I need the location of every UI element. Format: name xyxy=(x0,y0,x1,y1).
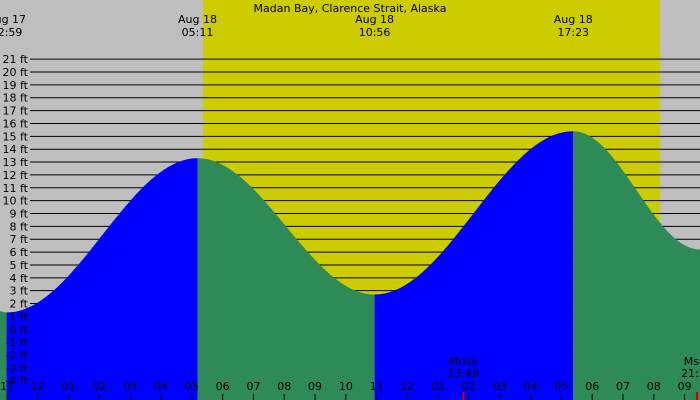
moon-event: Mset xyxy=(684,355,700,368)
y-tick-label: 8 ft xyxy=(10,220,29,233)
x-tick-label: 04 xyxy=(524,380,538,393)
y-tick-label: 2 ft xyxy=(10,298,29,311)
x-tick-label: 04 xyxy=(154,380,168,393)
extreme-time: 10:56 xyxy=(359,26,391,39)
y-tick-label: -1 ft xyxy=(6,336,29,349)
falling-tide xyxy=(0,311,7,400)
x-tick-label: 12 xyxy=(31,380,45,393)
y-tick-label: -4 ft xyxy=(6,375,29,388)
extreme-date: Aug 17 xyxy=(0,13,26,26)
x-tick-label: 05 xyxy=(554,380,568,393)
y-tick-label: 12 ft xyxy=(3,169,29,182)
y-tick-label: 15 ft xyxy=(3,130,29,143)
y-tick-label: 13 ft xyxy=(3,156,29,169)
x-tick-label: 07 xyxy=(246,380,260,393)
y-tick-label: 7 ft xyxy=(10,233,29,246)
moon-time: 21:24 xyxy=(681,367,700,380)
x-tick-label: 08 xyxy=(647,380,661,393)
x-tick-label: 06 xyxy=(585,380,599,393)
y-tick-label: 1 ft xyxy=(10,310,29,323)
y-tick-label: 19 ft xyxy=(3,79,29,92)
y-tick-label: 9 ft xyxy=(10,208,29,221)
y-tick-label: 11 ft xyxy=(3,182,29,195)
x-tick-label: 02 xyxy=(462,380,476,393)
x-tick-label: 05 xyxy=(185,380,199,393)
y-tick-label: 16 ft xyxy=(3,117,29,130)
y-tick-label: 14 ft xyxy=(3,143,29,156)
x-tick-label: 11 xyxy=(370,380,384,393)
x-tick-label: 01 xyxy=(431,380,445,393)
extreme-date: Aug 18 xyxy=(178,13,217,26)
x-tick-label: 09 xyxy=(678,380,692,393)
y-tick-label: -2 ft xyxy=(6,349,29,362)
extreme-time: 22:59 xyxy=(0,26,22,39)
x-tick-label: 11 xyxy=(0,380,14,393)
x-tick-label: 09 xyxy=(308,380,322,393)
y-tick-label: 17 ft xyxy=(3,105,29,118)
x-tick-label: 07 xyxy=(616,380,630,393)
falling-tide xyxy=(573,131,700,400)
extreme-time: 05:11 xyxy=(182,26,214,39)
x-tick-label: 03 xyxy=(493,380,507,393)
extreme-time: 17:23 xyxy=(557,26,589,39)
x-tick-label: 12 xyxy=(400,380,414,393)
y-tick-label: 18 ft xyxy=(3,92,29,105)
y-tick-label: 4 ft xyxy=(10,272,29,285)
extreme-date: Aug 18 xyxy=(355,13,394,26)
x-tick-label: 03 xyxy=(123,380,137,393)
x-tick-label: 06 xyxy=(216,380,230,393)
falling-tide xyxy=(197,158,375,400)
y-tick-label: 21 ft xyxy=(3,53,29,66)
y-tick-label: 0 ft xyxy=(10,323,29,336)
y-tick-label: 20 ft xyxy=(3,66,29,79)
y-tick-label: 6 ft xyxy=(10,246,29,259)
x-tick-label: 02 xyxy=(92,380,106,393)
rising-tide xyxy=(374,131,574,400)
x-tick-label: 01 xyxy=(62,380,76,393)
y-tick-label: 10 ft xyxy=(3,195,29,208)
y-tick-label: 3 ft xyxy=(10,285,29,298)
x-tick-label: 10 xyxy=(339,380,353,393)
chart-title: Madan Bay, Clarence Strait, Alaska xyxy=(254,2,447,15)
y-tick-label: -3 ft xyxy=(6,362,29,375)
moon-time: 13:49 xyxy=(448,367,480,380)
y-tick-label: 5 ft xyxy=(10,259,29,272)
rising-tide xyxy=(6,158,198,400)
x-tick-label: 08 xyxy=(277,380,291,393)
extreme-date: Aug 18 xyxy=(554,13,593,26)
moon-event: Mrise xyxy=(449,355,479,368)
